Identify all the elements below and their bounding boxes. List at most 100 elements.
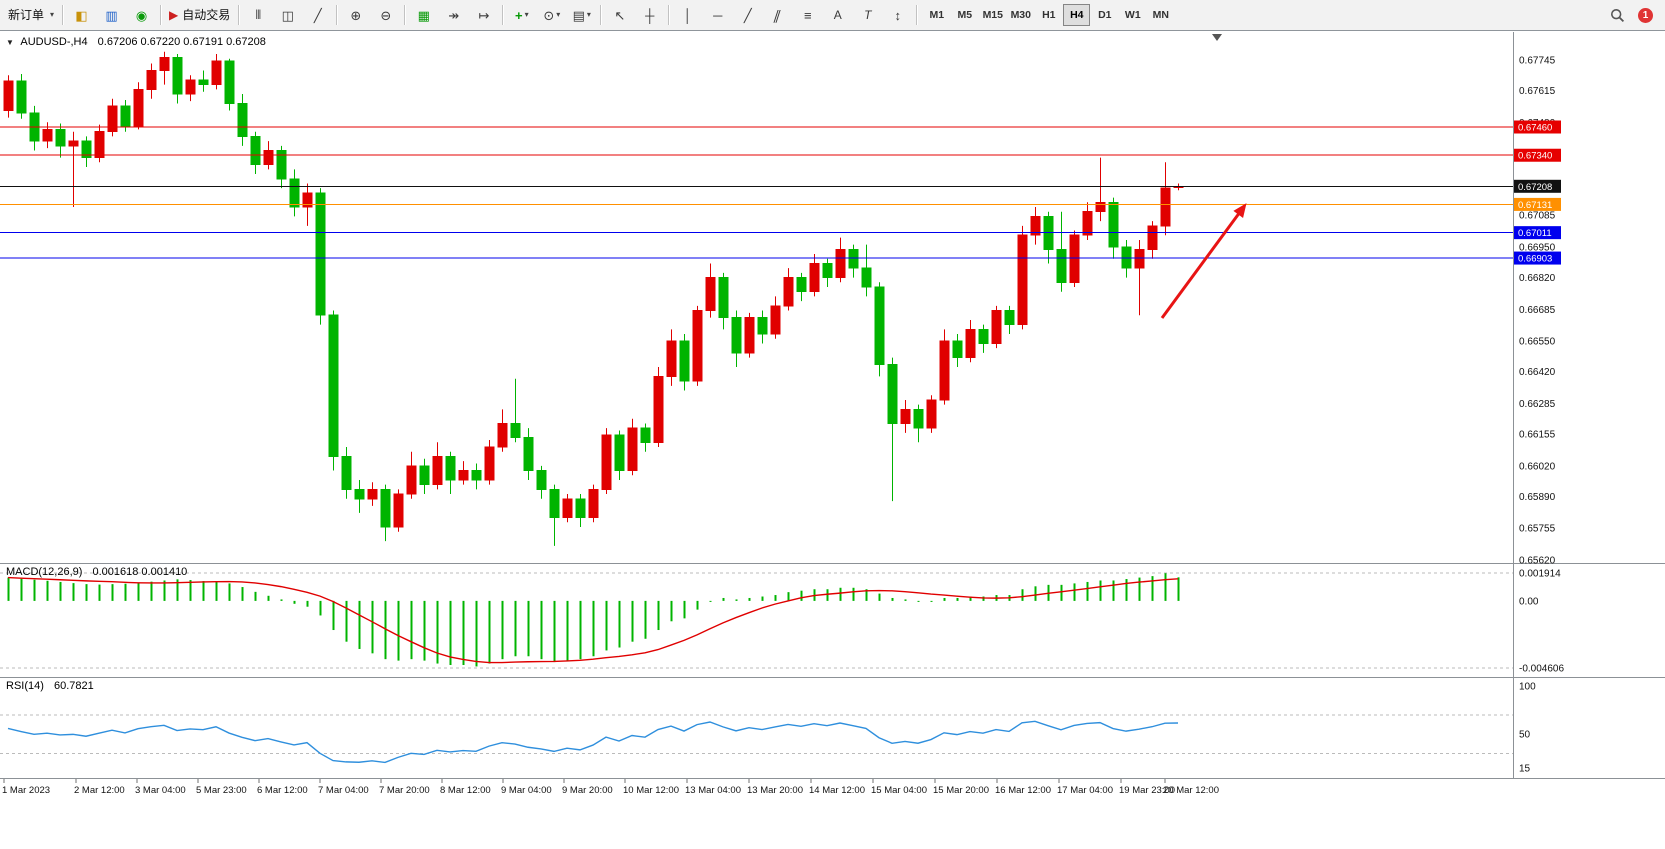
trendline-icon[interactable]: ╱ [743, 7, 752, 23]
ohlc-values: 0.67206 0.67220 0.67191 0.67208 [97, 36, 266, 48]
macd-values: 0.001618 0.001410 [92, 566, 188, 578]
svg-text:0.66155: 0.66155 [1519, 430, 1556, 441]
svg-text:0.67615: 0.67615 [1519, 86, 1556, 97]
periods-button[interactable]: ⊙ ▾ [537, 3, 566, 27]
chart-shift-icon[interactable]: ↦ [478, 7, 490, 23]
svg-text:0.67011: 0.67011 [1518, 228, 1552, 239]
toolbar-separator [916, 5, 918, 25]
svg-text:14 Mar 12:00: 14 Mar 12:00 [809, 785, 865, 796]
timeframe-button-m1[interactable]: M1 [929, 9, 945, 21]
indicators-button[interactable]: + ▾ [507, 3, 536, 27]
toolbar: 新订单 ▾ ◧ ▥ ◉ ▶ 自动交易 ||| ◫ ╱ ⊕ ⊖ ▦ ↠ ↦ + ▾… [0, 0, 1665, 31]
data-window-icon[interactable]: ▥ [105, 7, 118, 23]
svg-text:13 Mar 20:00: 13 Mar 20:00 [747, 785, 803, 796]
svg-text:7 Mar 04:00: 7 Mar 04:00 [318, 785, 369, 796]
market-watch-icon[interactable]: ◧ [75, 7, 88, 23]
svg-text:0.66285: 0.66285 [1519, 399, 1556, 410]
svg-text:0.67208: 0.67208 [1518, 182, 1552, 193]
svg-text:15 Mar 20:00: 15 Mar 20:00 [933, 785, 989, 796]
toolbar-separator [160, 5, 162, 25]
template-icon: ▤ [572, 7, 585, 23]
svg-text:0.67745: 0.67745 [1519, 55, 1556, 66]
svg-text:15 Mar 04:00: 15 Mar 04:00 [871, 785, 927, 796]
timeframe-button-w1[interactable]: W1 [1124, 9, 1141, 21]
chart-title: ▼ AUDUSD-,H4 0.67206 0.67220 0.67191 0.6… [6, 36, 266, 48]
svg-text:0.66685: 0.66685 [1519, 305, 1556, 316]
timeframe-button-d1[interactable]: D1 [1098, 9, 1112, 21]
toolbar-separator [404, 5, 406, 25]
svg-text:16 Mar 12:00: 16 Mar 12:00 [995, 785, 1051, 796]
timeframe-button-m15[interactable]: M15 [982, 9, 1003, 21]
svg-text:100: 100 [1519, 682, 1536, 693]
svg-text:20 Mar 12:00: 20 Mar 12:00 [1163, 785, 1219, 796]
svg-text:1 Mar 2023: 1 Mar 2023 [2, 785, 50, 796]
svg-text:13 Mar 04:00: 13 Mar 04:00 [685, 785, 741, 796]
horizontal-line-icon[interactable]: ─ [713, 7, 723, 23]
autotrading-icon: ▶ [169, 8, 179, 22]
svg-text:0.66950: 0.66950 [1519, 243, 1556, 254]
crosshair-icon[interactable]: ┼ [645, 7, 655, 23]
timeframe-button-h1[interactable]: H1 [1042, 9, 1056, 21]
svg-text:0.00: 0.00 [1519, 596, 1539, 607]
toolbar-separator [600, 5, 602, 25]
rsi-title: RSI(14) [6, 680, 44, 692]
search-icon[interactable] [1603, 3, 1632, 27]
candlestick-chart-icon[interactable]: ◫ [281, 7, 294, 23]
fibonacci-icon[interactable]: ≡ [803, 7, 812, 23]
indicators-plus-icon: + [514, 7, 523, 23]
svg-text:0.65620: 0.65620 [1519, 555, 1556, 566]
templates-button[interactable]: ▤ ▾ [567, 3, 596, 27]
svg-text:0.66903: 0.66903 [1518, 254, 1552, 265]
channel-icon[interactable]: ∥ [772, 7, 784, 23]
tile-windows-icon[interactable]: ▦ [417, 7, 430, 23]
svg-text:9 Mar 20:00: 9 Mar 20:00 [562, 785, 613, 796]
rsi-header: RSI(14) 60.7821 [6, 680, 94, 692]
timeframe-button-m5[interactable]: M5 [957, 9, 973, 21]
timeframe-button-h4[interactable]: H4 [1063, 4, 1091, 26]
collapse-icon[interactable]: ▼ [6, 38, 14, 47]
svg-text:0.65890: 0.65890 [1519, 492, 1556, 503]
autotrading-button[interactable]: ▶ 自动交易 [165, 3, 234, 27]
svg-text:3 Mar 04:00: 3 Mar 04:00 [135, 785, 186, 796]
text-tool-icon[interactable]: A [833, 8, 842, 22]
rsi-value: 60.7821 [53, 680, 94, 692]
svg-text:-0.004606: -0.004606 [1519, 663, 1564, 674]
svg-text:0.67131: 0.67131 [1518, 200, 1552, 211]
auto-scroll-icon[interactable]: ↠ [448, 7, 460, 23]
toolbar-separator [668, 5, 670, 25]
caret-down-icon: ▾ [556, 10, 561, 19]
svg-text:0.66820: 0.66820 [1519, 273, 1556, 284]
new-order-button[interactable]: 新订单 ▾ [4, 3, 58, 27]
svg-text:19 Mar 23:00: 19 Mar 23:00 [1119, 785, 1175, 796]
svg-text:0.67340: 0.67340 [1518, 151, 1552, 162]
vertical-line-icon[interactable]: │ [683, 7, 692, 23]
navigator-icon[interactable]: ◉ [135, 7, 148, 23]
bar-chart-icon[interactable]: ||| [255, 9, 261, 20]
label-tool-icon[interactable]: T [864, 8, 872, 22]
timeframe-button-m30[interactable]: M30 [1010, 9, 1031, 21]
svg-text:15: 15 [1519, 763, 1531, 774]
timeframe-group: M1 M5 M15 M30 H1 H4 D1 W1 MN [923, 4, 1174, 26]
timeframe-button-mn[interactable]: MN [1152, 9, 1169, 21]
toolbar-separator [238, 5, 240, 25]
svg-text:0.65755: 0.65755 [1519, 524, 1556, 535]
line-chart-icon[interactable]: ╱ [313, 7, 322, 23]
cursor-icon[interactable]: ↖ [614, 7, 626, 23]
autotrading-label: 自动交易 [182, 8, 231, 22]
svg-text:10 Mar 12:00: 10 Mar 12:00 [623, 785, 679, 796]
macd-header: MACD(12,26,9) 0.001618 0.001410 [6, 566, 187, 578]
clock-icon: ⊙ [543, 7, 555, 23]
svg-text:6 Mar 12:00: 6 Mar 12:00 [257, 785, 308, 796]
caret-down-icon: ▾ [586, 10, 591, 19]
notification-badge[interactable]: 1 [1638, 7, 1653, 23]
svg-text:9 Mar 04:00: 9 Mar 04:00 [501, 785, 552, 796]
toolbar-separator [62, 5, 64, 25]
symbol-period-label: AUDUSD-,H4 [20, 36, 88, 48]
zoom-in-icon[interactable]: ⊕ [350, 7, 362, 23]
svg-text:8 Mar 12:00: 8 Mar 12:00 [440, 785, 491, 796]
arrows-tool-icon[interactable]: ↕ [894, 7, 902, 23]
zoom-out-icon[interactable]: ⊖ [380, 7, 392, 23]
